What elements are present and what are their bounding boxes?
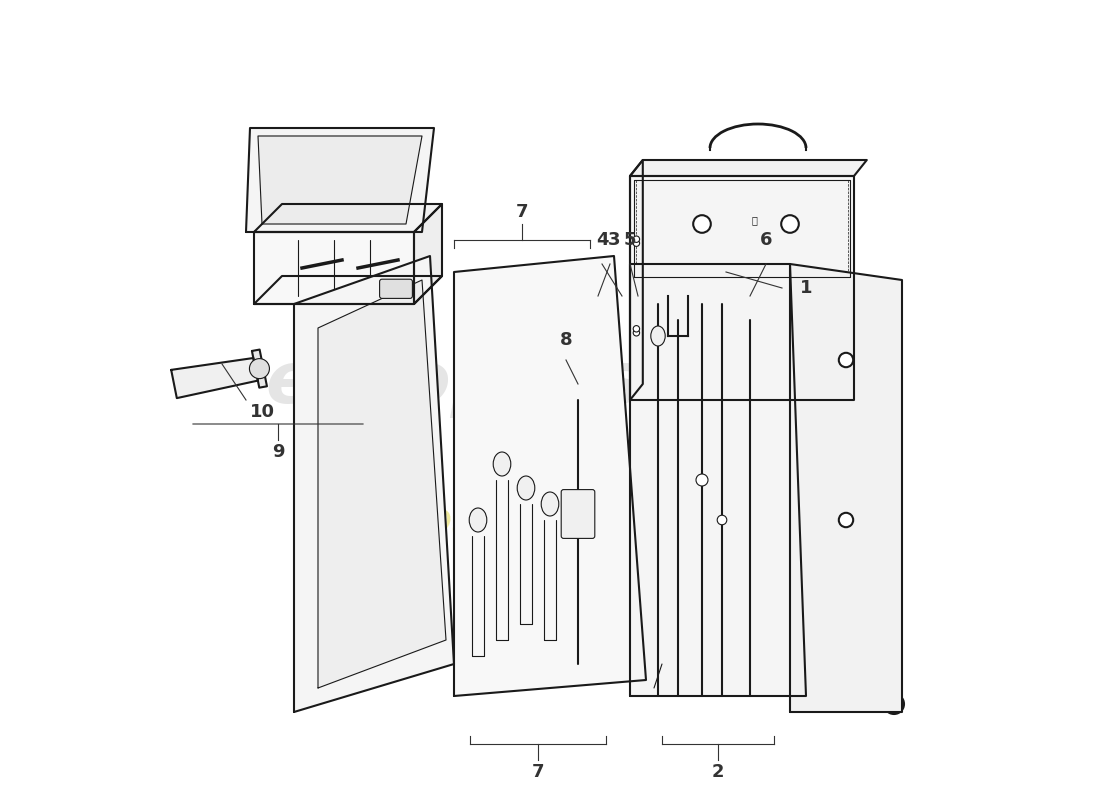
Polygon shape <box>454 256 646 696</box>
Ellipse shape <box>696 474 708 486</box>
Ellipse shape <box>250 358 270 378</box>
Ellipse shape <box>634 240 639 246</box>
FancyBboxPatch shape <box>379 279 412 298</box>
Ellipse shape <box>839 353 854 367</box>
Polygon shape <box>254 232 414 304</box>
Polygon shape <box>630 160 867 176</box>
Polygon shape <box>630 160 642 400</box>
Text: 6: 6 <box>760 231 772 249</box>
Ellipse shape <box>634 236 639 242</box>
Polygon shape <box>254 276 442 304</box>
Polygon shape <box>294 256 454 712</box>
Ellipse shape <box>839 513 854 527</box>
Text: 7: 7 <box>531 763 544 781</box>
Polygon shape <box>254 204 442 232</box>
Polygon shape <box>252 350 267 388</box>
Ellipse shape <box>693 215 711 233</box>
Polygon shape <box>414 204 442 304</box>
Polygon shape <box>634 180 850 277</box>
Polygon shape <box>630 264 806 696</box>
Text: 4: 4 <box>596 231 608 249</box>
Text: europaes: europaes <box>265 350 644 418</box>
Ellipse shape <box>781 215 799 233</box>
Ellipse shape <box>634 330 639 336</box>
Text: 🐴: 🐴 <box>751 215 757 225</box>
Ellipse shape <box>717 515 727 525</box>
Text: 1: 1 <box>800 279 812 297</box>
Ellipse shape <box>493 452 510 476</box>
Text: 2: 2 <box>712 763 724 781</box>
Text: 7: 7 <box>516 203 528 221</box>
Polygon shape <box>246 128 434 232</box>
Polygon shape <box>630 176 854 400</box>
Text: 3: 3 <box>607 231 620 249</box>
Polygon shape <box>258 136 422 224</box>
Ellipse shape <box>470 508 487 532</box>
FancyBboxPatch shape <box>561 490 595 538</box>
Polygon shape <box>318 280 446 688</box>
Ellipse shape <box>541 492 559 516</box>
Text: 10: 10 <box>250 403 275 421</box>
Ellipse shape <box>651 326 666 346</box>
Ellipse shape <box>517 476 535 500</box>
Ellipse shape <box>634 326 639 332</box>
Text: 8: 8 <box>560 331 572 349</box>
Polygon shape <box>790 264 902 712</box>
Text: 5: 5 <box>624 231 636 249</box>
Polygon shape <box>172 358 257 398</box>
Text: 9: 9 <box>272 443 284 461</box>
Text: a passion since 1985: a passion since 1985 <box>387 489 792 631</box>
